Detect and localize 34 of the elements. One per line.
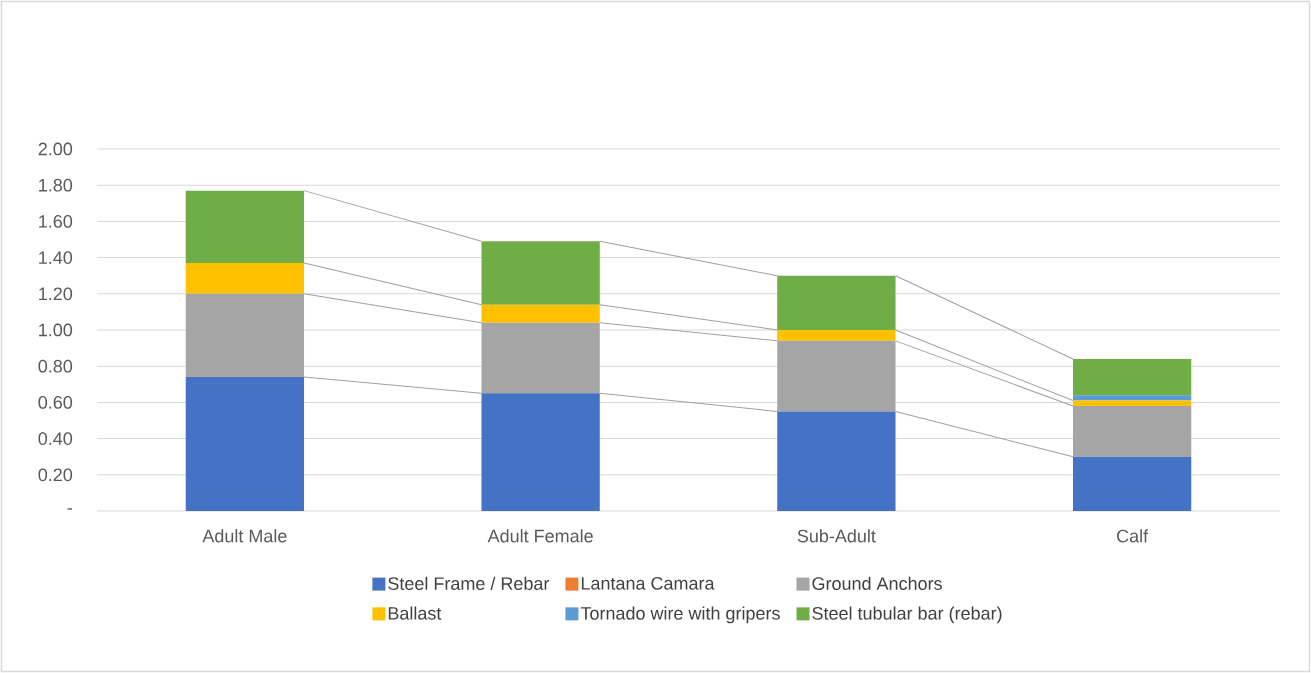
y-tick-label: 2.00	[38, 142, 73, 156]
bar	[777, 411, 896, 511]
bar	[1072, 400, 1192, 407]
bar	[1072, 456, 1192, 511]
y-tick-label: 0.60	[38, 396, 73, 409]
legend-label: Lantana Camara	[581, 576, 715, 590]
bar	[481, 304, 600, 323]
x-tick-label: Adult Female	[487, 529, 593, 543]
y-tick-label: 1.80	[39, 178, 73, 192]
x-tick-label: Calf	[1117, 529, 1149, 543]
x-tick-label: Adult Male	[202, 529, 287, 543]
bar	[777, 275, 896, 330]
y-tick-label: -	[67, 508, 72, 510]
legend-label: Steel tubular bar (rebar)	[812, 606, 1002, 624]
legend-label: Tornado wire with gripers	[580, 606, 780, 624]
bar	[481, 241, 600, 305]
legend-label: Steel Frame / Rebar	[388, 576, 550, 590]
y-tick-label: 1.00	[39, 323, 73, 337]
y-tick-label: 1.40	[39, 251, 73, 264]
y-tick-label: 1.60	[39, 215, 73, 228]
legend-label: Ground Anchors	[812, 576, 942, 590]
x-tick-label: Sub-Adult	[797, 529, 876, 543]
bar	[185, 377, 305, 511]
bar	[185, 190, 305, 264]
bar	[481, 393, 600, 511]
bar	[1072, 395, 1192, 401]
legend-label: Ballast	[388, 606, 442, 620]
y-tick-label: 0.40	[38, 432, 73, 445]
y-tick-label: 1.20	[39, 287, 73, 301]
bar	[777, 330, 896, 341]
y-tick-label: 0.20	[38, 468, 73, 482]
bar	[185, 263, 305, 294]
bar	[1072, 358, 1192, 396]
y-tick-label: 0.80	[38, 359, 73, 373]
